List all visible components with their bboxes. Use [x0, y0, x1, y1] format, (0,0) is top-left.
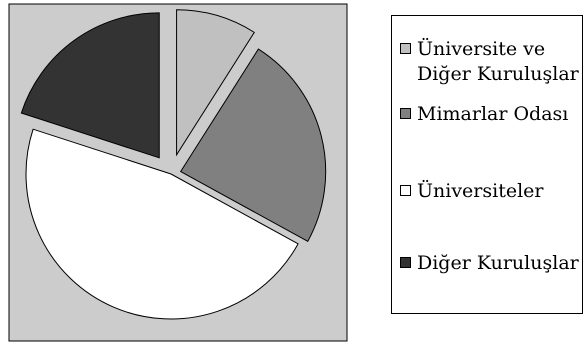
- pie-slices: [20, 9, 327, 320]
- legend-item-universiteler: Üniversiteler: [400, 179, 544, 204]
- legend-item-mimarlar-odasi: Mimarlar Odası: [400, 102, 568, 127]
- legend: Üniversite ve Diğer Kuruluşlar Mimarlar …: [391, 15, 583, 314]
- legend-swatch: [400, 43, 411, 54]
- legend-swatch: [400, 257, 411, 268]
- legend-label: Mimarlar Odası: [417, 103, 569, 125]
- pie-chart: [8, 3, 348, 342]
- legend-label: Diğer Kuruluşlar: [417, 252, 579, 274]
- legend-item-diger-kuruluslar: Diğer Kuruluşlar: [400, 251, 579, 276]
- pie-slice-3: [20, 12, 160, 159]
- legend-swatch: [400, 185, 411, 196]
- pie-slice-2: [25, 128, 299, 320]
- legend-item-universite-ve-diger: Üniversite ve Diğer Kuruluşlar: [400, 37, 579, 87]
- pie-slice-0: [176, 9, 255, 157]
- pie-slice-1: [179, 48, 327, 243]
- legend-swatch: [400, 108, 411, 119]
- legend-label: Üniversite ve Diğer Kuruluşlar: [417, 38, 579, 85]
- legend-label: Üniversiteler: [417, 180, 544, 202]
